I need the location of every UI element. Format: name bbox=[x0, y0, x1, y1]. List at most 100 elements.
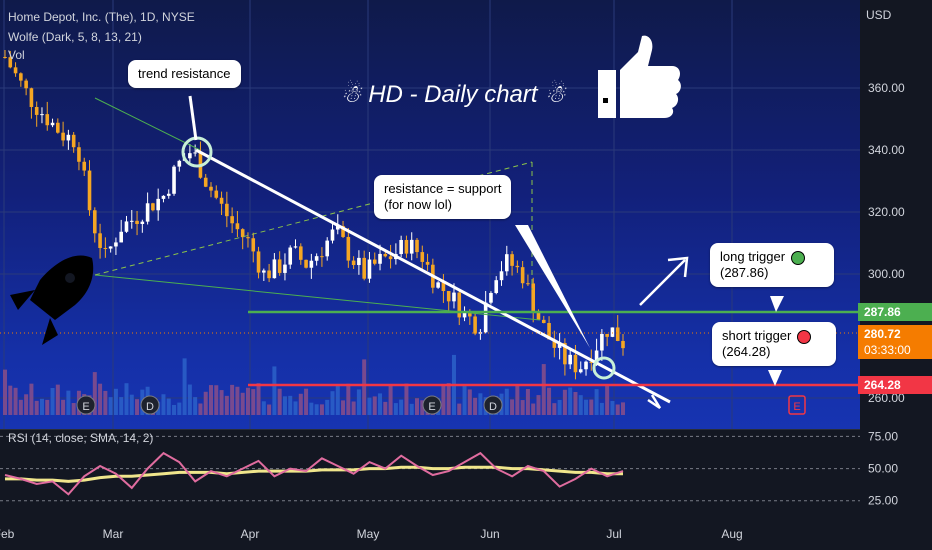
candle-body bbox=[209, 186, 213, 191]
volume-bar bbox=[599, 402, 604, 415]
candle-body bbox=[605, 334, 609, 337]
candle-body bbox=[82, 161, 87, 171]
volume-bar bbox=[61, 399, 66, 415]
long-trigger-text: long trigger bbox=[720, 249, 786, 264]
candle-body bbox=[388, 256, 393, 260]
candle-body bbox=[262, 270, 266, 273]
volume-bar bbox=[536, 395, 541, 415]
candle-body bbox=[600, 334, 604, 351]
candle-body bbox=[473, 316, 477, 334]
candle-body bbox=[452, 292, 456, 302]
callout-pointer-1 bbox=[188, 95, 198, 141]
candle-body bbox=[420, 252, 425, 262]
callout-trend-resistance-text: trend resistance bbox=[138, 66, 231, 81]
volume-bar bbox=[235, 386, 240, 415]
candle-body bbox=[314, 256, 319, 261]
candle-body bbox=[161, 195, 166, 199]
rsi-tick-label: 50.00 bbox=[868, 462, 898, 476]
candle-body bbox=[378, 253, 382, 264]
volume-bar bbox=[378, 393, 383, 415]
volume-bar bbox=[393, 403, 398, 415]
volume-bar bbox=[224, 395, 229, 415]
candle-body bbox=[309, 260, 314, 268]
candle-body bbox=[346, 236, 351, 261]
candle-body bbox=[77, 147, 81, 162]
candle-body bbox=[45, 114, 50, 126]
volume-bar bbox=[251, 389, 256, 415]
candle-body bbox=[415, 239, 419, 253]
candle-body bbox=[193, 152, 197, 154]
candle-body bbox=[29, 88, 34, 108]
candle-body bbox=[103, 247, 108, 249]
volume-bar bbox=[504, 388, 509, 415]
candle-body bbox=[267, 270, 271, 279]
candle-body bbox=[219, 197, 224, 204]
volume-bar bbox=[113, 388, 118, 415]
volume-bar bbox=[573, 392, 578, 415]
volume-bar bbox=[314, 404, 319, 415]
callout-long-trigger: long trigger (287.86) bbox=[710, 243, 834, 287]
candle-body bbox=[536, 312, 541, 320]
candle-body bbox=[145, 203, 150, 222]
volume-label[interactable]: Vol bbox=[8, 48, 25, 62]
volume-bar bbox=[277, 388, 282, 415]
volume-bar bbox=[18, 399, 23, 415]
short-trigger-value: (264.28) bbox=[722, 344, 771, 359]
volume-bar bbox=[135, 399, 140, 415]
volume-bar bbox=[372, 396, 377, 415]
candle-body bbox=[578, 369, 583, 373]
volume-bar bbox=[187, 384, 192, 415]
volume-bar bbox=[66, 390, 71, 415]
volume-bar bbox=[547, 387, 552, 415]
candle-body bbox=[547, 323, 551, 340]
volume-bar bbox=[29, 383, 34, 415]
rsi-label: RSI (14, close, SMA, 14, 2) bbox=[8, 431, 153, 445]
current-price-value: 280.72 bbox=[864, 327, 901, 341]
candle-body bbox=[140, 221, 145, 225]
snowman-icon-right: ☃ bbox=[544, 81, 566, 108]
volume-bar bbox=[24, 394, 29, 415]
candle-body bbox=[357, 257, 361, 266]
volume-bar bbox=[129, 394, 134, 415]
volume-bar bbox=[589, 399, 594, 415]
candle-body bbox=[240, 229, 245, 238]
candle-body bbox=[13, 67, 18, 74]
volume-bar bbox=[615, 404, 620, 415]
volume-bar bbox=[198, 403, 203, 415]
support-touch-circle bbox=[592, 356, 616, 380]
symbol-title[interactable]: Home Depot, Inc. (The), 1D, NYSE bbox=[8, 10, 195, 24]
candle-body bbox=[288, 247, 293, 265]
price-tick-label: 340.00 bbox=[868, 143, 905, 157]
callout-trend-resistance: trend resistance bbox=[128, 60, 241, 88]
rsi-ma-line bbox=[5, 465, 623, 483]
volume-bar bbox=[341, 400, 346, 415]
wolfe-indicator-label[interactable]: Wolfe (Dark, 5, 8, 13, 21) bbox=[8, 30, 142, 44]
candle-body bbox=[8, 57, 13, 68]
volume-bar bbox=[304, 388, 309, 415]
candle-body bbox=[304, 259, 308, 268]
candle-body bbox=[135, 220, 139, 225]
volume-bar bbox=[3, 369, 7, 415]
volume-bar bbox=[256, 383, 261, 415]
green-dot-icon bbox=[791, 250, 806, 265]
volume-bar bbox=[325, 399, 330, 415]
candle-body bbox=[166, 193, 171, 196]
candle-body bbox=[526, 283, 530, 285]
event-marker-circle bbox=[422, 395, 442, 415]
wolfe-dashed bbox=[94, 161, 533, 276]
volume-bar bbox=[621, 402, 625, 415]
volume-bar bbox=[98, 383, 103, 415]
volume-bar bbox=[441, 385, 446, 415]
volume-bar bbox=[404, 383, 409, 415]
candle-body bbox=[203, 177, 208, 187]
price-tick-label: 260.00 bbox=[868, 391, 905, 405]
time-tick-label: Aug bbox=[721, 527, 742, 541]
volume-bar bbox=[267, 404, 272, 415]
down-arrow-head bbox=[647, 394, 662, 410]
time-axis-bg bbox=[0, 520, 860, 550]
candle-body bbox=[320, 256, 324, 258]
price-tick-label: 320.00 bbox=[868, 205, 905, 219]
price-axis-bg bbox=[860, 0, 932, 550]
